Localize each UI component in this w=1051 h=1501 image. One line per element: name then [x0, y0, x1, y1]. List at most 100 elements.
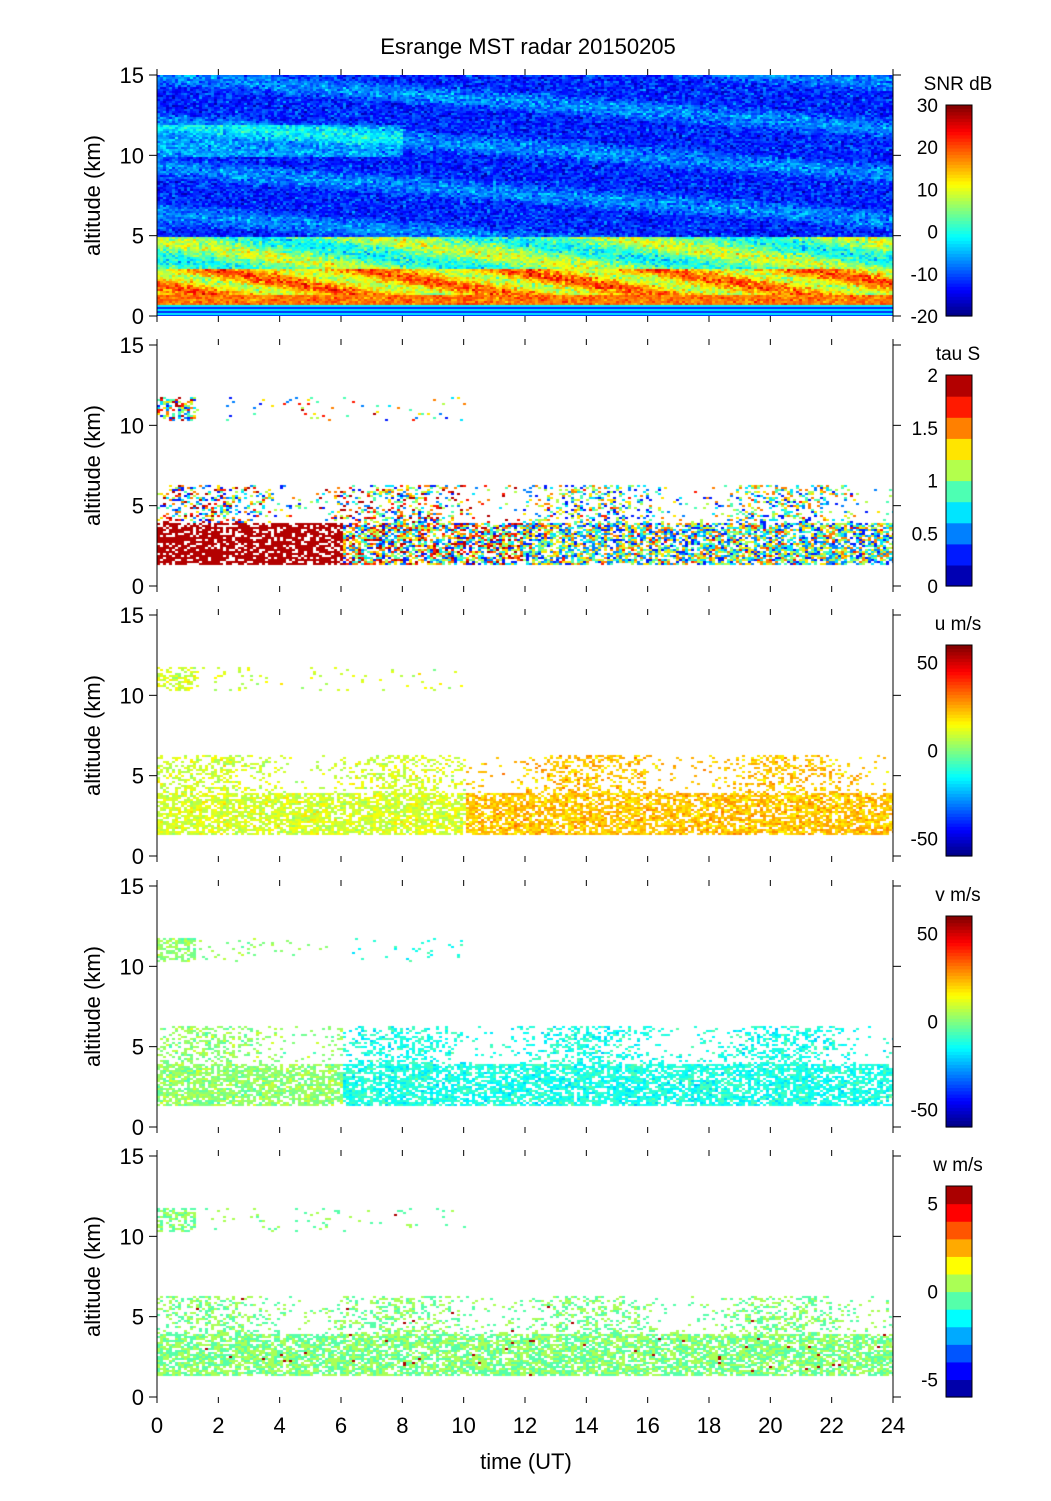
colorbar-swatch — [946, 1031, 972, 1036]
colorbar-tick-label: 0 — [927, 1013, 938, 1034]
x-tick-label: 0 — [151, 1413, 163, 1438]
colorbar-swatch — [946, 773, 972, 778]
colorbar-swatch — [946, 1018, 972, 1023]
colorbar-swatch — [946, 803, 972, 808]
colorbar-swatch — [946, 501, 972, 524]
colorbar-swatch — [946, 776, 972, 781]
colorbar-tick-label: 50 — [917, 925, 938, 946]
colorbar-swatch — [946, 213, 972, 218]
colorbar-swatch — [946, 480, 972, 503]
colorbar-tick-label: -20 — [911, 307, 938, 328]
colorbar-swatch — [946, 197, 972, 202]
colorbar-swatch — [946, 972, 972, 976]
colorbar-swatch — [946, 233, 972, 238]
colorbar-swatch — [946, 223, 972, 228]
colorbar-tau — [946, 375, 972, 587]
heatmap-u — [157, 615, 893, 856]
colorbar-swatch — [946, 1238, 972, 1257]
colorbar-swatch — [946, 170, 972, 175]
colorbar-swatch — [946, 187, 972, 192]
colorbar-swatch — [946, 654, 972, 659]
colorbar-swatch — [946, 664, 972, 669]
colorbar-swatch — [946, 1291, 972, 1310]
colorbar-label-v: v m/s — [935, 885, 980, 906]
colorbar-swatch — [946, 1120, 972, 1125]
colorbar-swatch — [946, 459, 972, 482]
colorbar-swatch — [946, 724, 972, 729]
colorbar-swatch — [946, 790, 972, 794]
colorbar-swatch — [946, 1044, 972, 1049]
colorbar-swatch — [946, 279, 972, 284]
colorbar-swatch — [946, 1041, 972, 1046]
y-tick-label: 0 — [132, 1385, 144, 1410]
y-tick-label: 15 — [120, 1144, 144, 1169]
y-tick-label: 0 — [132, 844, 144, 869]
colorbar-swatch — [946, 144, 972, 149]
colorbar-swatch — [946, 564, 972, 587]
colorbar-swatch — [946, 417, 972, 439]
colorbar-swatch — [946, 710, 972, 715]
colorbar-swatch — [946, 522, 972, 545]
colorbar-swatch — [946, 929, 972, 934]
colorbar-swatch — [946, 118, 972, 123]
y-axis-label-v: altitude (km) — [80, 946, 105, 1067]
colorbar-swatch — [946, 651, 972, 656]
colorbar-swatch — [946, 829, 972, 834]
colorbar-w — [946, 1186, 972, 1398]
colorbar-swatch — [946, 269, 972, 274]
colorbar-swatch — [946, 167, 972, 172]
colorbar-tick-label: 0 — [927, 1283, 938, 1304]
colorbar-swatch — [946, 1057, 972, 1062]
colorbar-swatch — [946, 939, 972, 943]
colorbar-swatch — [946, 184, 972, 189]
x-tick-label: 10 — [451, 1413, 475, 1438]
colorbar-swatch — [946, 1361, 972, 1381]
colorbar-swatch — [946, 124, 972, 129]
colorbar-swatch — [946, 246, 972, 251]
colorbar-swatch — [946, 1024, 972, 1029]
colorbar-swatch — [946, 968, 972, 973]
colorbar-swatch — [946, 766, 972, 771]
colorbar-swatch — [946, 141, 972, 146]
y-tick-label: 0 — [132, 1115, 144, 1140]
colorbar-swatch — [946, 753, 972, 758]
colorbar-swatch — [946, 846, 972, 851]
colorbar-swatch — [946, 220, 972, 225]
colorbar-swatch — [946, 174, 972, 179]
colorbar-swatch — [946, 296, 972, 301]
colorbar-swatch — [946, 121, 972, 126]
colorbar-swatch — [946, 180, 972, 185]
colorbar-swatch — [946, 730, 972, 735]
colorbar-swatch — [946, 919, 972, 924]
x-tick-label: 8 — [396, 1413, 408, 1438]
colorbar-swatch — [946, 1221, 972, 1240]
y-tick-label: 15 — [120, 333, 144, 358]
colorbar-swatch — [946, 714, 972, 719]
colorbar-swatch — [946, 720, 972, 725]
colorbar-swatch — [946, 793, 972, 798]
colorbar-swatch — [946, 750, 972, 755]
y-tick-label: 10 — [120, 143, 144, 168]
colorbar-swatch — [946, 114, 972, 119]
colorbar-swatch — [946, 147, 972, 152]
colorbar-u — [946, 645, 972, 857]
colorbar-tick-label: 50 — [917, 654, 938, 675]
colorbar-swatch — [946, 832, 972, 837]
y-tick-label: 5 — [132, 494, 144, 519]
colorbar-swatch — [946, 737, 972, 742]
colorbar-swatch — [946, 740, 972, 745]
x-tick-label: 24 — [881, 1413, 905, 1438]
colorbar-swatch — [946, 190, 972, 195]
colorbar-swatch — [946, 131, 972, 136]
colorbar-swatch — [946, 707, 972, 712]
x-tick-label: 12 — [513, 1413, 537, 1438]
colorbar-swatch — [946, 935, 972, 940]
colorbar-tick-label: 2 — [927, 366, 938, 387]
colorbar-swatch — [946, 250, 972, 254]
colorbar-swatch — [946, 1113, 972, 1118]
colorbar-swatch — [946, 292, 972, 297]
colorbar-swatch — [946, 286, 972, 291]
colorbar-swatch — [946, 154, 972, 159]
colorbar-swatch — [946, 1110, 972, 1115]
colorbar-swatch — [946, 932, 972, 937]
